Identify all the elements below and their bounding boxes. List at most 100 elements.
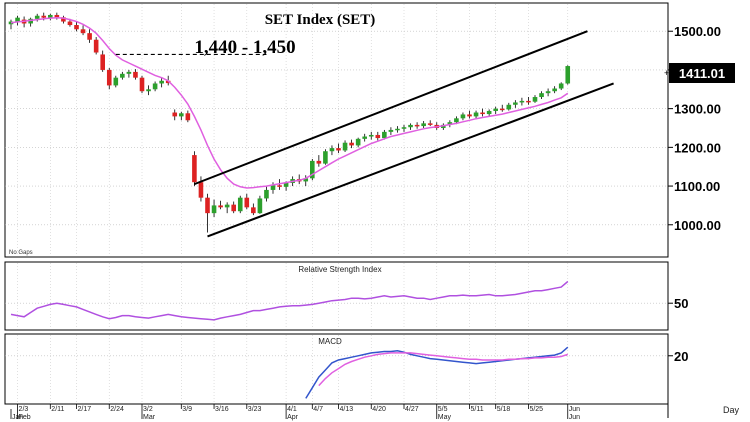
x-tick-label: Jun <box>569 406 580 413</box>
candle-up <box>34 15 40 19</box>
price-tick-label: 1500.00 <box>674 24 721 39</box>
candle-down <box>316 160 322 164</box>
candlestick-series <box>8 12 571 233</box>
x-tick-label: 5/25 <box>529 406 543 413</box>
candle-down <box>277 185 282 187</box>
macd-tick-label: 20 <box>674 349 688 364</box>
candle-up <box>159 80 164 84</box>
target-annotation: 1,440 - 1,450 <box>194 37 295 58</box>
month-label: May <box>438 414 452 421</box>
price-tick-label: 1200.00 <box>674 140 721 155</box>
month-label: Feb <box>19 414 31 421</box>
candle-down <box>414 124 420 127</box>
candle-up <box>237 197 243 212</box>
candle-up <box>146 89 151 92</box>
candle-up <box>401 127 407 129</box>
candle-down <box>480 112 485 115</box>
candle-up <box>28 18 33 24</box>
moving-average-line <box>10 16 569 189</box>
candle-up <box>460 114 466 119</box>
candle-up <box>355 138 361 146</box>
x-tick-label: 2/17 <box>78 406 92 413</box>
candle-down <box>139 77 145 92</box>
candle-up <box>283 182 289 187</box>
candle-up <box>368 134 374 137</box>
candle-up <box>152 83 158 90</box>
candle-down <box>106 69 112 86</box>
rsi-line <box>10 280 569 321</box>
candle-up <box>552 88 557 92</box>
x-tick-label: 2/3 <box>19 406 29 413</box>
candle-down <box>349 142 354 146</box>
candle-down <box>67 21 73 26</box>
candle-down <box>467 114 472 117</box>
candle-up <box>506 104 512 110</box>
candle-up <box>15 17 20 22</box>
current-price-box <box>669 63 735 83</box>
x-axis-ticks: 2/3 2/11 2/17 2/24 3/2 3/9 3/16 3/23 4/1 4/7 4/13 4… <box>10 404 580 421</box>
candle-up <box>447 122 453 125</box>
candle-down <box>198 182 204 198</box>
candle-down <box>74 25 79 30</box>
x-tick-label: 3/9 <box>182 406 192 413</box>
candle-up <box>323 151 328 164</box>
candle-up <box>264 189 269 199</box>
candle-up <box>486 110 492 115</box>
candle-down <box>87 33 92 40</box>
candle-down <box>375 134 381 139</box>
candle-up <box>342 142 348 151</box>
candle-up <box>270 185 276 190</box>
candle-up <box>545 91 551 94</box>
candle-down <box>244 197 250 208</box>
macd-panel-frame <box>4 333 669 405</box>
candle-up <box>539 93 544 98</box>
candle-down <box>218 205 223 208</box>
price-tick-label: 1100.00 <box>674 179 720 194</box>
candle-up <box>120 73 125 78</box>
candle-up <box>519 100 525 103</box>
x-tick-label: 3/16 <box>215 406 229 413</box>
candle-down <box>205 197 210 214</box>
candle-down <box>231 204 236 212</box>
x-tick-label: 2/24 <box>110 406 124 413</box>
candle-down <box>427 123 433 125</box>
candle-down <box>499 108 505 111</box>
candle-down <box>100 54 105 70</box>
candle-up <box>329 148 335 152</box>
candle-up <box>179 113 184 117</box>
x-tick-label: 5/11 <box>471 406 484 413</box>
candle-up <box>473 112 479 117</box>
candle-up <box>48 14 53 18</box>
x-axis-unit: Day <box>723 405 740 415</box>
candle-down <box>192 155 197 183</box>
chart-title: SET Index (SET) <box>265 12 376 28</box>
candle-up <box>388 129 394 132</box>
channel-upper-line <box>194 30 588 186</box>
channel-lower-line <box>207 82 614 238</box>
candle-up <box>362 136 367 139</box>
price-tick-label: 1300.00 <box>674 102 721 117</box>
x-tick-label: 2/11 <box>51 406 64 413</box>
candle-up <box>565 66 571 84</box>
candle-up <box>558 83 564 89</box>
candle-up <box>421 123 426 127</box>
candle-up <box>303 178 309 182</box>
candle-down <box>80 29 86 34</box>
candle-down <box>93 39 99 53</box>
x-tick-label: 4/1 <box>287 406 297 413</box>
month-label: Jun <box>569 414 580 421</box>
x-tick-label: 4/7 <box>313 406 323 413</box>
candle-up <box>382 131 387 139</box>
candle-down <box>336 148 341 151</box>
candle-up <box>8 21 14 25</box>
candle-up <box>224 204 230 208</box>
x-tick-label: 4/13 <box>340 406 354 413</box>
candle-down <box>185 113 191 121</box>
candle-up <box>211 205 217 214</box>
x-tick-label: 4/27 <box>405 406 419 413</box>
candle-up <box>532 97 538 102</box>
candle-up <box>408 124 413 128</box>
macd-title: MACD <box>318 337 342 346</box>
macd-signal-line <box>318 352 569 387</box>
